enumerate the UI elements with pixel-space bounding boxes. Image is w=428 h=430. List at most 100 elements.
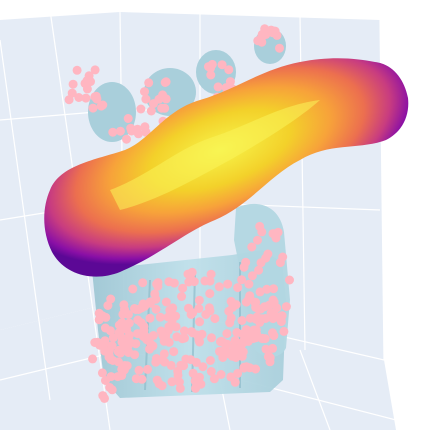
- scatter-point: [113, 372, 123, 382]
- scatter-point: [128, 284, 138, 294]
- scatter-point: [278, 252, 288, 262]
- scatter-point: [116, 348, 125, 358]
- scatter-point: [238, 347, 248, 357]
- scatter-point: [88, 354, 98, 364]
- scatter-point: [239, 362, 249, 372]
- scatter-point: [126, 123, 136, 133]
- scatter-point: [140, 87, 149, 97]
- scatter-point: [186, 355, 196, 365]
- scatter-point: [281, 302, 291, 312]
- scatter-point: [151, 304, 161, 314]
- scatter-point: [222, 329, 232, 339]
- scatter-point: [204, 303, 214, 313]
- scatter-point: [223, 279, 233, 289]
- scatter-point: [90, 92, 100, 102]
- scatter-point: [146, 106, 156, 116]
- scatter-point: [198, 362, 208, 372]
- scatter-point: [239, 336, 248, 346]
- scatter-point: [213, 82, 223, 92]
- scatter-point: [74, 93, 84, 102]
- scatter-point: [177, 292, 187, 301]
- scatter-point: [120, 305, 129, 315]
- scatter-point: [90, 338, 100, 347]
- scatter-point: [105, 383, 115, 392]
- scatter-point: [233, 283, 243, 293]
- scatter-point: [232, 328, 242, 337]
- scatter-point: [164, 337, 174, 347]
- scatter-point: [254, 265, 264, 275]
- scatter-point: [188, 368, 198, 378]
- scatter-point: [257, 227, 267, 237]
- scatter-point: [194, 295, 204, 305]
- scatter-point: [114, 320, 124, 330]
- scatter-point: [259, 302, 269, 312]
- scatter-point: [157, 355, 167, 365]
- scatter-point: [152, 279, 162, 289]
- scatter-point: [161, 297, 171, 307]
- scatter-point: [205, 356, 215, 365]
- scatter-point: [188, 308, 198, 318]
- scatter-point: [98, 391, 108, 401]
- scatter-point: [253, 36, 263, 46]
- hand-mesh-finger-3: [196, 50, 236, 94]
- scatter-point: [156, 326, 166, 336]
- scatter-point: [166, 360, 176, 370]
- scatter-point: [201, 310, 211, 319]
- scatter-point: [138, 278, 148, 288]
- colorscale-tube: [44, 58, 409, 277]
- scatter-point: [264, 351, 274, 361]
- scatter-point: [179, 326, 189, 336]
- scatter-point: [192, 330, 202, 340]
- scatter-point: [169, 278, 179, 288]
- scatter-point: [266, 308, 276, 318]
- scatter-points: [64, 24, 294, 403]
- scatter-point: [167, 315, 177, 325]
- scatter-point: [216, 370, 226, 379]
- scatter-point: [279, 326, 289, 336]
- scatter-point: [101, 376, 110, 385]
- gridline: [299, 349, 331, 430]
- scatter-point: [269, 331, 279, 341]
- scatter-point: [124, 348, 133, 357]
- scatter-point: [260, 334, 270, 344]
- scatter-point: [206, 63, 215, 73]
- scatter-point: [81, 93, 91, 103]
- gridline: [0, 39, 51, 401]
- scatter-point: [133, 129, 143, 139]
- scatter-point: [108, 127, 118, 137]
- scatter-point: [210, 314, 220, 324]
- scatter-point: [134, 365, 144, 375]
- scatter-point: [145, 297, 155, 307]
- scatter-point: [88, 103, 98, 113]
- scatter-point: [195, 317, 205, 327]
- scatter-point: [64, 95, 74, 105]
- scatter-point: [268, 295, 278, 305]
- colorscale-tube-body: [44, 58, 409, 277]
- scatter-point: [261, 314, 270, 323]
- scatter-point: [191, 383, 200, 393]
- scatter-point: [226, 296, 236, 306]
- scatter-point: [261, 344, 271, 354]
- scatter-point: [138, 299, 148, 309]
- scatter-point: [172, 332, 182, 342]
- scatter-point: [171, 322, 181, 332]
- scatter-point: [141, 94, 151, 104]
- scatter-point: [103, 301, 113, 310]
- scatter-point: [262, 284, 272, 294]
- scatter-point: [200, 276, 210, 286]
- scatter-point: [82, 84, 92, 94]
- scatter-point: [117, 333, 127, 343]
- colorscale-tube-highlight: [110, 100, 320, 210]
- scatter-point: [245, 313, 255, 323]
- scatter-point: [276, 317, 286, 327]
- scatter-point: [173, 370, 183, 380]
- scatter-point: [84, 71, 94, 81]
- scatter-point: [139, 332, 148, 342]
- scatter-point: [131, 339, 141, 349]
- scatter-point: [158, 90, 168, 100]
- scatter-point: [248, 330, 258, 340]
- scatter-point: [268, 343, 278, 353]
- scatter-point: [160, 78, 170, 87]
- scatter-point: [119, 341, 129, 351]
